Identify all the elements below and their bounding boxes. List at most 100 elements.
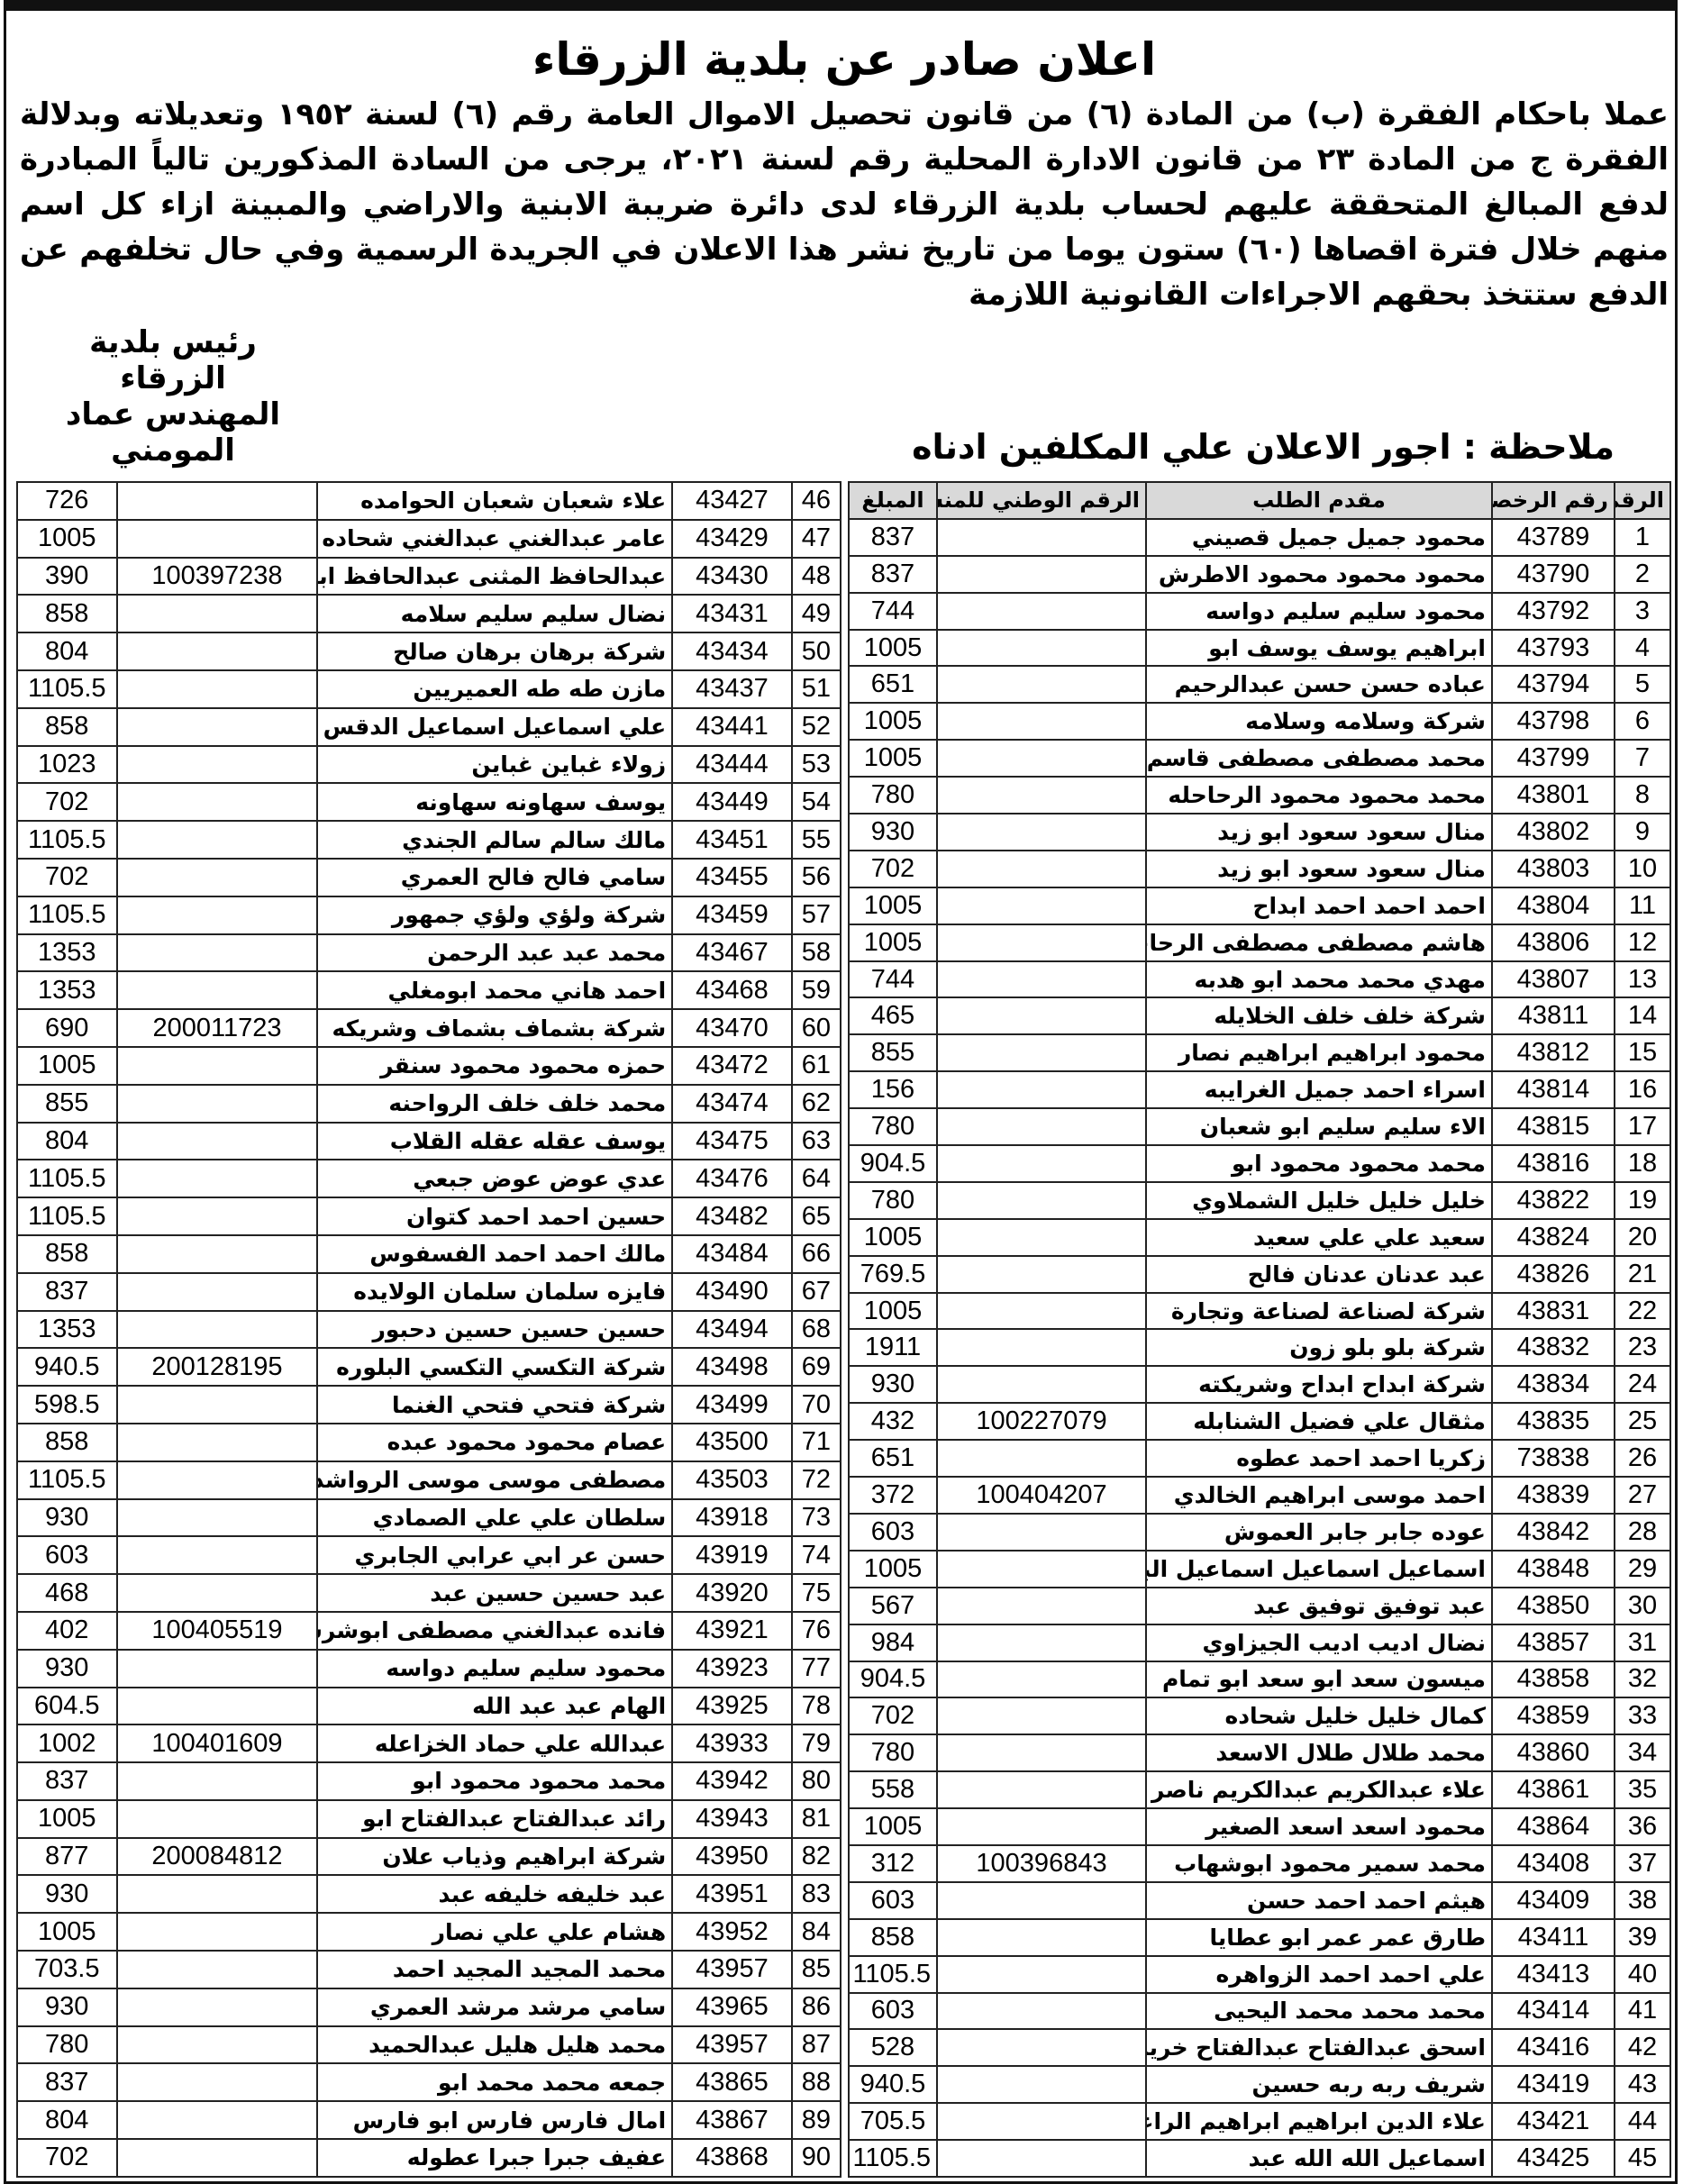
- table-row: 12 43806 هاشم مصطفى مصطفى الرحاحله 1005: [848, 923, 1671, 962]
- license-number: 43408: [1491, 1843, 1615, 1883]
- row-number: 60: [790, 1008, 842, 1048]
- table-row: 72 43503 مصطفى موسى موسى الرواشده 1105.5: [16, 1460, 842, 1500]
- license-number: 43490: [671, 1271, 793, 1312]
- table-row: 51 43437 مازن طه طه العميريين 1105.5: [16, 669, 842, 709]
- amount: 837: [16, 1271, 118, 1312]
- national-id: [936, 1512, 1147, 1552]
- national-id: [936, 886, 1147, 925]
- national-id: [115, 1385, 319, 1424]
- national-id: [936, 1697, 1147, 1736]
- table-row: 90 43868 عفيف جبرا جبرا عطوله 702: [16, 2138, 842, 2178]
- applicant-name: محمود اسعد اسعد الصغير: [1145, 1807, 1493, 1846]
- amount: 1105.5: [16, 895, 118, 935]
- license-number: 43923: [671, 1648, 793, 1688]
- national-id: [936, 1770, 1147, 1810]
- applicant-name: كمال خليل خليل شحاده: [1145, 1697, 1493, 1736]
- row-number: 17: [1614, 1107, 1671, 1147]
- applicant-name: علي احمد احمد الزواهره: [1145, 1954, 1493, 1994]
- table-row: 28 43842 عوده جابر جابر العموش 603: [848, 1512, 1671, 1552]
- amount: 858: [16, 594, 118, 634]
- national-id: [936, 996, 1147, 1036]
- amount: 1005: [16, 1045, 118, 1086]
- applicant-name: منال سعود سعود ابو زيد: [1145, 849, 1493, 888]
- license-number: 43409: [1491, 1880, 1615, 1920]
- license-number: 43864: [1491, 1807, 1615, 1846]
- applicant-name: عبد عدنان عدنان فالح: [1145, 1254, 1493, 1294]
- table-row: 9 43802 منال سعود سعود ابو زيد 930: [848, 813, 1671, 851]
- license-number: 43824: [1491, 1217, 1615, 1257]
- table-row: 58 43467 محمد عبد عبد الرحمن 1353: [16, 933, 842, 973]
- table-row: 57 43459 شركة ولؤي ولؤي جمهور 1105.5: [16, 895, 842, 935]
- applicant-name: محمود سليم سليم دواسه: [1145, 591, 1493, 631]
- license-number: 43802: [1491, 813, 1615, 851]
- national-id: [115, 2062, 319, 2103]
- applicant-name: عصام محمود محمود عبده: [316, 1422, 674, 1462]
- row-number: 68: [790, 1309, 842, 1350]
- license-number: 43842: [1491, 1512, 1615, 1552]
- table-row: 5 43794 عباده حسن حسن عبدالرحيم 651: [848, 665, 1671, 705]
- amount: 877: [16, 1836, 118, 1877]
- amount: 780: [848, 1734, 938, 1773]
- table-row: 74 43919 حسن عر ابي عرابي الجابري 603: [16, 1535, 842, 1576]
- license-number: 43500: [671, 1422, 793, 1462]
- table-row: 21 43826 عبد عدنان عدنان فالح 769.5: [848, 1254, 1671, 1294]
- row-number: 50: [790, 632, 842, 671]
- amount: 702: [848, 1697, 938, 1736]
- national-id: [115, 669, 319, 709]
- table-row: 85 43957 محمد المجيد المجيد احمد 703.5: [16, 1950, 842, 1989]
- license-number: 43952: [671, 1912, 793, 1952]
- table-row: 45 43425 اسماعيل الله الله عبد 1105.5: [848, 2139, 1671, 2178]
- license-number: 43943: [671, 1798, 793, 1839]
- applicant-name: نضال اديب اديب الجيزاوي: [1145, 1623, 1493, 1662]
- row-number: 25: [1614, 1402, 1671, 1442]
- applicant-name: مازن طه طه العميريين: [316, 669, 674, 709]
- applicant-name: اسماعيل الله الله عبد: [1145, 2139, 1493, 2178]
- amount: 402: [16, 1610, 118, 1651]
- row-number: 55: [790, 820, 842, 860]
- amount: 1002: [16, 1724, 118, 1764]
- amount: 1005: [848, 628, 938, 668]
- row-number: 65: [790, 1197, 842, 1236]
- table-row: 83 43951 عبد خليفه خليفه عبد 930: [16, 1874, 842, 1915]
- amount: 1105.5: [16, 669, 118, 709]
- license-number: 43815: [1491, 1107, 1615, 1147]
- national-id: [115, 820, 319, 860]
- national-id: [936, 591, 1147, 631]
- applicant-name: شركة ولؤي ولؤي جمهور: [316, 895, 674, 935]
- amount: 598.5: [16, 1385, 118, 1424]
- national-id: [936, 2028, 1147, 2068]
- national-id: [115, 632, 319, 671]
- license-number: 43942: [671, 1761, 793, 1801]
- amount: 603: [848, 1991, 938, 2031]
- applicant-name: عبد توفيق توفيق عبد: [1145, 1586, 1493, 1625]
- national-id: [936, 1180, 1147, 1220]
- table-row: 4 43793 ابراهيم يوسف يوسف ابو 1005: [848, 628, 1671, 668]
- row-number: 38: [1614, 1880, 1671, 1920]
- applicant-name: شركة ابراهيم وذياب علان: [316, 1836, 674, 1877]
- row-number: 54: [790, 782, 842, 823]
- table-row: 46 43427 علاء شعبان شعبان الحوامده 726: [16, 481, 842, 521]
- national-id: [115, 1271, 319, 1312]
- applicant-name: اسماعيل اسماعيل اسماعيل البرغوثي: [1145, 1549, 1493, 1588]
- row-number: 11: [1614, 886, 1671, 925]
- national-id: [115, 1197, 319, 1236]
- table-row: 86 43965 سامي مرشد مرشد العمري 930: [16, 1987, 842, 2027]
- applicant-name: محمد خلف خلف الرواحنه: [316, 1083, 674, 1124]
- applicant-name: اسحق عبدالفتاح عبدالفتاح خريس: [1145, 2028, 1493, 2068]
- table-row: 25 43835 مثقال علي فضيل الشنابله 100227079 4…: [848, 1402, 1671, 1442]
- national-id: 100396843: [936, 1843, 1147, 1883]
- row-number: 51: [790, 669, 842, 709]
- row-number: 33: [1614, 1697, 1671, 1736]
- table-row: 68 43494 حسين حسين حسين دحبور 1353: [16, 1309, 842, 1350]
- license-number: 43804: [1491, 886, 1615, 925]
- amount: 703.5: [16, 1950, 118, 1989]
- amount: 1005: [16, 518, 118, 559]
- row-number: 76: [790, 1610, 842, 1651]
- table-row: 1 43789 محمود جميل جميل قصيني 837: [848, 517, 1671, 557]
- applicant-name: يوسف عقله عقله القلاب: [316, 1121, 674, 1161]
- license-number: 43950: [671, 1836, 793, 1877]
- row-number: 31: [1614, 1623, 1671, 1662]
- license-number: 43455: [671, 857, 793, 897]
- license-number: 43807: [1491, 960, 1615, 999]
- amount: 432: [848, 1402, 938, 1442]
